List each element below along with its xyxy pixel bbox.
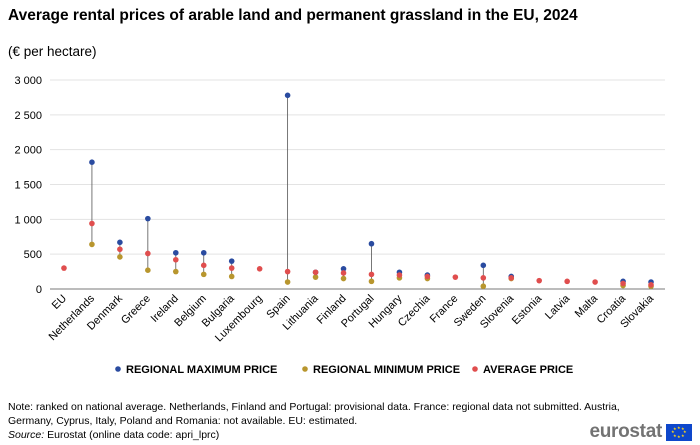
average-point [340, 270, 347, 276]
logo-text: eurostat [589, 421, 662, 442]
average-point [89, 220, 95, 227]
min-point [145, 267, 151, 273]
average-point [61, 265, 67, 271]
y-tick-label: 3 000 [14, 75, 42, 87]
min-point [368, 278, 375, 285]
average-point [648, 282, 654, 288]
y-tick-label: 2 500 [14, 110, 42, 122]
average-point [172, 256, 179, 263]
average-point [620, 280, 626, 287]
average-point [536, 277, 543, 284]
average-point [368, 271, 375, 278]
max-point [368, 240, 375, 247]
y-tick-label: 0 [36, 284, 42, 296]
average-point [117, 246, 123, 253]
min-point [284, 279, 291, 285]
chart-note: Note: ranked on national average. Nether… [8, 401, 620, 427]
min-point [340, 275, 347, 282]
min-point [172, 268, 179, 275]
eurostat-logo: eurostat ★ ★ ★ ★ ★ ★ ★ ★ [589, 421, 692, 443]
average-point [284, 268, 291, 275]
x-tick-label: Latvia [543, 292, 573, 322]
x-tick-label: Czechia [396, 292, 433, 329]
y-tick-label: 1 000 [14, 214, 42, 226]
y-tick-label: 1 500 [14, 180, 42, 192]
max-point [172, 249, 179, 256]
average-point [508, 275, 515, 281]
average-point [228, 265, 235, 271]
average-point [564, 278, 570, 285]
max-point [200, 249, 207, 256]
min-point [480, 283, 487, 290]
x-tick-label: Estonia [510, 292, 545, 327]
average-point [424, 273, 431, 280]
legend-marker [115, 366, 121, 372]
chart-source: Source: Eurostat (online data code: apri… [8, 429, 219, 442]
legend-label: REGIONAL MAXIMUM PRICE [126, 364, 277, 376]
average-point [256, 265, 263, 272]
max-point [89, 159, 95, 166]
min-point [312, 274, 319, 280]
average-point [480, 275, 487, 281]
max-point [480, 262, 487, 269]
legend-label: REGIONAL MINIMUM PRICE [313, 364, 460, 376]
max-point [340, 265, 347, 272]
chart-subtitle: (€ per hectare) [8, 44, 97, 59]
y-tick-label: 2 000 [14, 145, 42, 157]
legend-marker [302, 366, 308, 372]
max-point [117, 239, 123, 246]
average-point [200, 262, 207, 269]
average-point [592, 279, 598, 285]
max-point [284, 92, 291, 99]
chart-title: Average rental prices of arable land and… [8, 7, 578, 24]
y-tick-label: 500 [24, 249, 42, 261]
min-point [117, 254, 123, 260]
average-point [396, 272, 403, 278]
average-point [312, 269, 319, 276]
x-tick-label: EU [50, 293, 69, 312]
x-tick-label: Greece [119, 293, 153, 327]
source-label: Source: [8, 429, 45, 441]
average-point [452, 274, 459, 280]
min-point [228, 273, 235, 280]
max-point [228, 258, 235, 264]
legend-marker [472, 366, 478, 372]
source-text: Eurostat (online data code: apri_lprc) [44, 429, 220, 441]
eu-flag-icon: ★ ★ ★ ★ ★ ★ ★ ★ [666, 423, 692, 441]
min-point [89, 241, 95, 248]
max-point [145, 215, 151, 222]
min-point [200, 271, 207, 278]
average-point [145, 250, 151, 257]
legend-label: AVERAGE PRICE [483, 364, 573, 376]
